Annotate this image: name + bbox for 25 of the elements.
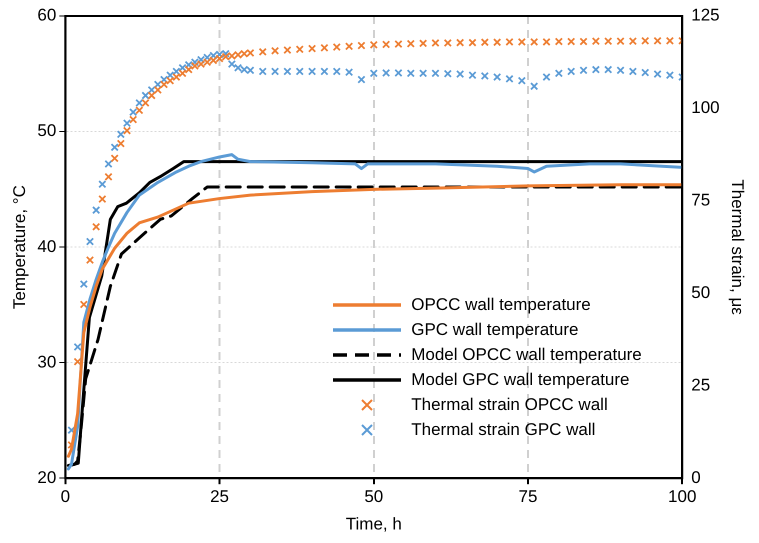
x-axis-title: Time, h [346,514,402,534]
legend-label: GPC wall temperature [411,319,578,342]
legend-label: Model GPC wall temperature [411,369,630,392]
y-tick-label: 50 [37,121,56,140]
y2-tick-label: 25 [691,375,710,394]
y-tick-label: 20 [37,468,56,487]
y2-tick-label: 125 [691,6,720,25]
y2-axis-title: Thermal strain, με [728,179,748,316]
legend-label: Thermal strain GPC wall [411,419,596,442]
y2-tick-label: 0 [691,468,701,487]
y-tick-label: 40 [37,236,56,256]
legend-label: Thermal strain OPCC wall [411,394,608,416]
x-tick-label: 25 [210,487,229,506]
x-tick-label: 100 [668,487,696,506]
legend-label: OPCC wall temperature [411,294,591,316]
legend-label: Model OPCC wall temperature [411,344,642,366]
y2-tick-label: 50 [691,283,710,302]
x-tick-label: 50 [364,487,384,506]
y2-tick-label: 75 [691,190,710,210]
y2-tick-label: 100 [691,98,720,118]
x-tick-label: 75 [518,487,538,506]
x-tick-label: 0 [60,487,70,506]
y-tick-label: 60 [37,6,56,25]
y-tick-label: 30 [37,352,56,372]
y-axis-title: Temperature, °C [10,185,29,310]
